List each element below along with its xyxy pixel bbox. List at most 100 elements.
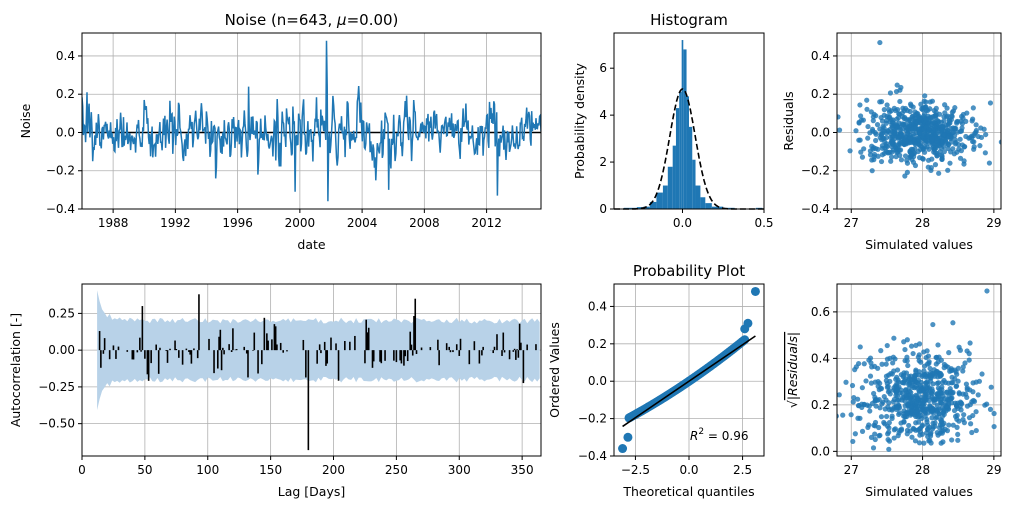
sqrt-residual-point <box>940 439 946 445</box>
residuals-ytick-label: −0.4 <box>801 202 830 216</box>
sqrt-residual-point <box>911 412 917 418</box>
sqrt-residual-point <box>938 400 944 406</box>
sqrt-residual-point <box>852 431 858 437</box>
residual-point <box>986 160 992 166</box>
acf-confidence-band <box>97 290 540 411</box>
sqrt-residual-point <box>906 376 912 382</box>
residual-point <box>868 109 874 115</box>
noise-xtick-label: 1996 <box>222 216 253 230</box>
residual-point <box>932 162 939 168</box>
residual-point <box>888 158 894 164</box>
sqrt-residual-point <box>925 393 932 400</box>
sqrt-residual-point <box>934 407 940 413</box>
residual-point <box>879 145 886 151</box>
sqrt-residual-point <box>926 438 932 444</box>
sqrt-residual-point <box>937 430 943 436</box>
residual-point <box>954 129 961 135</box>
residual-point <box>963 118 969 124</box>
sqrt-residual-point <box>865 424 871 430</box>
sqrt-residuals-xtick-label: 29 <box>986 463 1001 477</box>
sqrt-residual-point <box>863 378 869 384</box>
r2-suffix: = 0.96 <box>704 429 748 443</box>
probplot-ytick-label: 0.0 <box>588 374 607 388</box>
sqrt-residual-point <box>963 381 969 387</box>
residual-point <box>944 105 950 111</box>
acf-ytick-label: −0.25 <box>38 380 75 394</box>
r2-prefix: R <box>690 429 698 443</box>
histogram-bar <box>686 96 689 209</box>
sqrt-residual-point <box>967 340 973 346</box>
sqrt-residual-point <box>887 391 893 397</box>
sqrt-residual-point <box>890 360 896 366</box>
residual-point <box>970 105 976 111</box>
probplot-tail-point <box>623 432 633 442</box>
residual-point <box>857 113 864 119</box>
sqrt-residual-point <box>879 361 885 367</box>
sqrt-residual-point <box>921 440 927 446</box>
sqrt-residual-point <box>941 365 947 371</box>
residual-point <box>970 116 976 122</box>
residual-point <box>897 98 903 105</box>
residual-point <box>865 135 871 141</box>
probplot-xtick-label: 0.0 <box>679 463 698 477</box>
sqrt-residual-point <box>888 370 894 377</box>
sqrt-residual-point <box>881 419 887 426</box>
residual-point <box>933 114 939 121</box>
sqrt-residuals-frame <box>836 283 1002 457</box>
sqrt-residual-point <box>911 426 917 432</box>
sqrt-residual-point <box>956 390 962 396</box>
sqrt-residual-point <box>901 418 907 425</box>
acf-ytick-label: 0.00 <box>48 343 75 357</box>
residual-point <box>858 117 865 123</box>
noise-xtick-label: 2008 <box>409 216 440 230</box>
residual-point <box>942 137 949 143</box>
residual-point <box>904 130 911 136</box>
sqrt-residual-point <box>869 364 875 370</box>
residual-point <box>910 131 916 137</box>
probplot-fit-line <box>622 335 756 428</box>
residual-point <box>892 107 899 114</box>
sqrt-residual-point <box>950 389 956 396</box>
sqrt-residual-point <box>891 435 897 441</box>
residual-point <box>927 106 933 112</box>
acf-xtick-label: 100 <box>196 463 219 477</box>
sqrt-residual-point <box>837 413 839 419</box>
sqrt-residual-point <box>886 438 893 444</box>
residual-point <box>929 156 935 162</box>
noise-series-line <box>82 40 541 202</box>
acf-xtick-label: 350 <box>511 463 534 477</box>
residual-point <box>977 143 983 149</box>
residual-point <box>916 126 922 132</box>
sqrt-residual-point <box>937 373 943 379</box>
sqrt-residual-point <box>919 423 925 429</box>
sqrt-residual-point <box>851 394 857 401</box>
sqrt-residual-point <box>903 387 909 393</box>
residual-point <box>978 125 984 131</box>
residual-point <box>929 136 935 142</box>
noise-title-symbol: μ <box>336 11 347 29</box>
histogram-title: Histogram <box>650 11 728 29</box>
residual-point <box>837 114 841 120</box>
sqrt-residual-point <box>929 426 936 432</box>
residual-point <box>1005 109 1010 114</box>
sqrt-residual-point <box>991 410 997 417</box>
residual-point <box>941 149 947 155</box>
acf-ytick-label: −0.50 <box>38 417 75 431</box>
histogram-ylabel: Probability density <box>572 62 587 178</box>
sqrt-residual-point <box>837 392 842 398</box>
sqrt-residual-point <box>912 438 919 444</box>
sqrt-residual-point <box>924 419 930 425</box>
sqrt-residual-point <box>961 412 967 418</box>
sqrt-residual-point <box>951 407 958 414</box>
sqrt-residual-point <box>908 389 914 396</box>
sqrt-residual-point <box>933 368 940 375</box>
residual-point <box>882 139 888 145</box>
residual-point <box>919 155 926 162</box>
residuals-xlabel: Simulated values <box>865 237 973 252</box>
sqrt-residual-point <box>984 401 990 407</box>
probplot-title: Probability Plot <box>633 262 745 280</box>
sqrt-residual-point <box>868 434 875 440</box>
sqrt-residual-point <box>850 399 856 405</box>
residual-point <box>921 98 927 104</box>
sqrt-residual-point <box>953 383 959 390</box>
